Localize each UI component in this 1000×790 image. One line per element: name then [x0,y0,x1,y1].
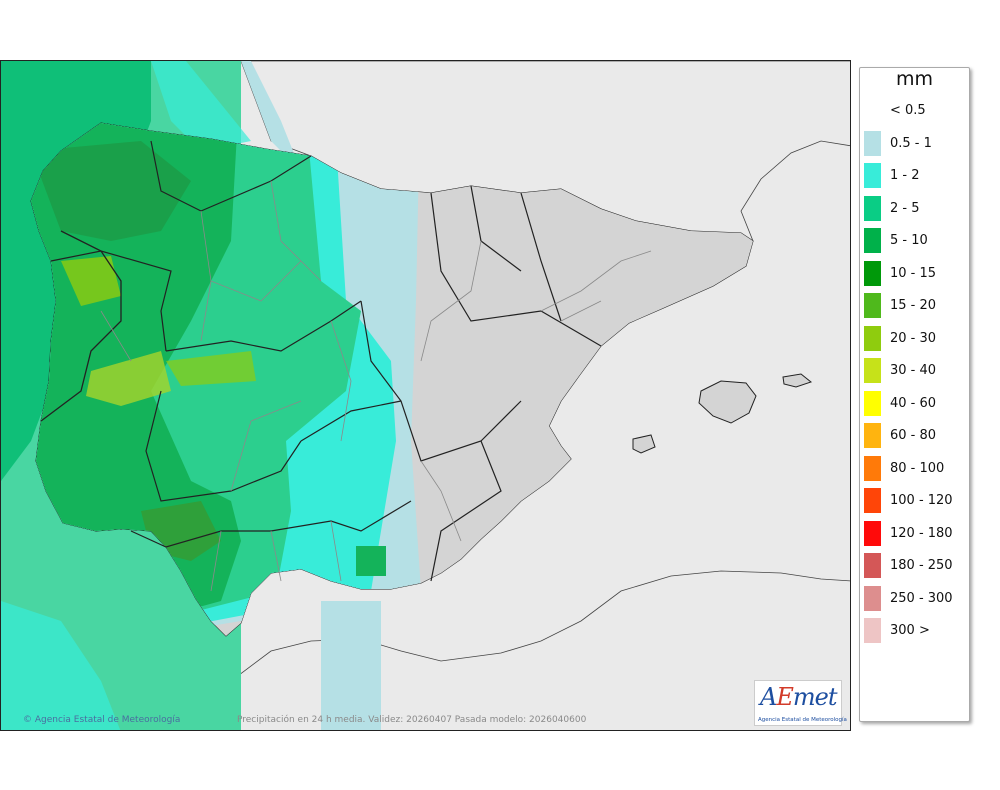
legend-label: 1 - 2 [890,168,920,183]
legend-label: 10 - 15 [890,265,937,281]
legend-label: 300 > [890,623,930,638]
legend-label: 2 - 5 [890,200,920,216]
legend-item: 1 - 2 [864,163,968,188]
legend-item: 100 - 120 [864,488,968,513]
map-caption: Precipitación en 24 h media. Validez: 20… [237,715,587,725]
legend-label: 20 - 30 [890,330,937,346]
legend-swatch [864,423,881,448]
legend-swatch [864,293,881,318]
legend-swatch [864,585,881,611]
alboran-precip-0-5-1 [321,601,381,730]
legend-item: 5 - 10 [864,228,968,253]
legend-item: 300 > [864,618,968,643]
legend-label: 30 - 40 [890,363,937,378]
precip-10-15-north [31,141,191,241]
map-canvas [1,61,850,730]
legend-item: 60 - 80 [864,423,968,448]
legend-item: 2 - 5 [864,195,968,221]
legend-item: 250 - 300 [864,585,968,611]
legend-label: 0.5 - 1 [890,135,932,151]
legend-label: 40 - 60 [890,395,937,411]
legend-swatch [864,98,881,123]
menorca [782,373,813,388]
precipitation-map[interactable]: © Agencia Estatal de Meteorología Precip… [0,60,851,731]
legend-label: 250 - 300 [890,590,953,606]
legend-label: 80 - 100 [890,460,945,476]
legend-label: 5 - 10 [890,233,928,248]
ibiza [632,434,656,454]
aemet-logo: AEmet Agencia Estatal de Meteorología [754,680,847,726]
precip-20-30-a [61,256,121,306]
gulf-cadiz-precip-1-2 [1,601,121,730]
copyright-credit: © Agencia Estatal de Meteorología [23,715,181,725]
aemet-wordmark: AEmet [760,683,837,711]
legend-item: 10 - 15 [864,260,968,286]
precip-20-30-b [86,351,171,406]
atlantic-precip-0-5-1 [181,61,301,171]
legend-swatch [864,520,881,546]
legend-swatch [864,260,881,286]
mallorca [698,380,757,424]
legend-label: < 0.5 [890,103,926,118]
aemet-logo-subtitle: Agencia Estatal de Meteorología [758,717,847,723]
legend-swatch [864,325,881,351]
legend-item: < 0.5 [864,98,968,123]
legend-label: 15 - 20 [890,298,937,313]
legend-swatch [864,455,881,481]
legend-swatch [864,130,881,156]
legend-item: 180 - 250 [864,553,968,578]
legend-label: 60 - 80 [890,428,937,443]
legend-label: 120 - 180 [890,525,953,541]
legend-item: 80 - 100 [864,455,968,481]
legend-swatch [864,618,881,643]
precip-5-10-sierra-nevada [356,546,386,576]
legend-item: 40 - 60 [864,390,968,416]
legend-item: 120 - 180 [864,520,968,546]
legend-item: 20 - 30 [864,325,968,351]
legend-item: 15 - 20 [864,293,968,318]
legend-title: mm [895,68,934,90]
legend-item: 30 - 40 [864,358,968,383]
legend-swatch [864,488,881,513]
legend-swatch [864,390,881,416]
precipitation-legend: mm < 0.5 0.5 - 1 1 - 2 2 - 5 5 - 10 10 - 15 15… [859,67,970,722]
legend-swatch [864,195,881,221]
legend-item: 0.5 - 1 [864,130,968,156]
legend-label: 100 - 120 [890,493,953,508]
legend-swatch [864,358,881,383]
atlantic-precip-1-2 [151,61,251,151]
precip-20-30-c [166,351,256,386]
legend-label: 180 - 250 [890,558,953,573]
legend-swatch [864,553,881,578]
legend-swatch [864,228,881,253]
credit-text: Agencia Estatal de Meteorología [34,715,181,725]
portugal-border [40,230,122,422]
legend-swatch [864,163,881,188]
province-borders [100,180,652,592]
